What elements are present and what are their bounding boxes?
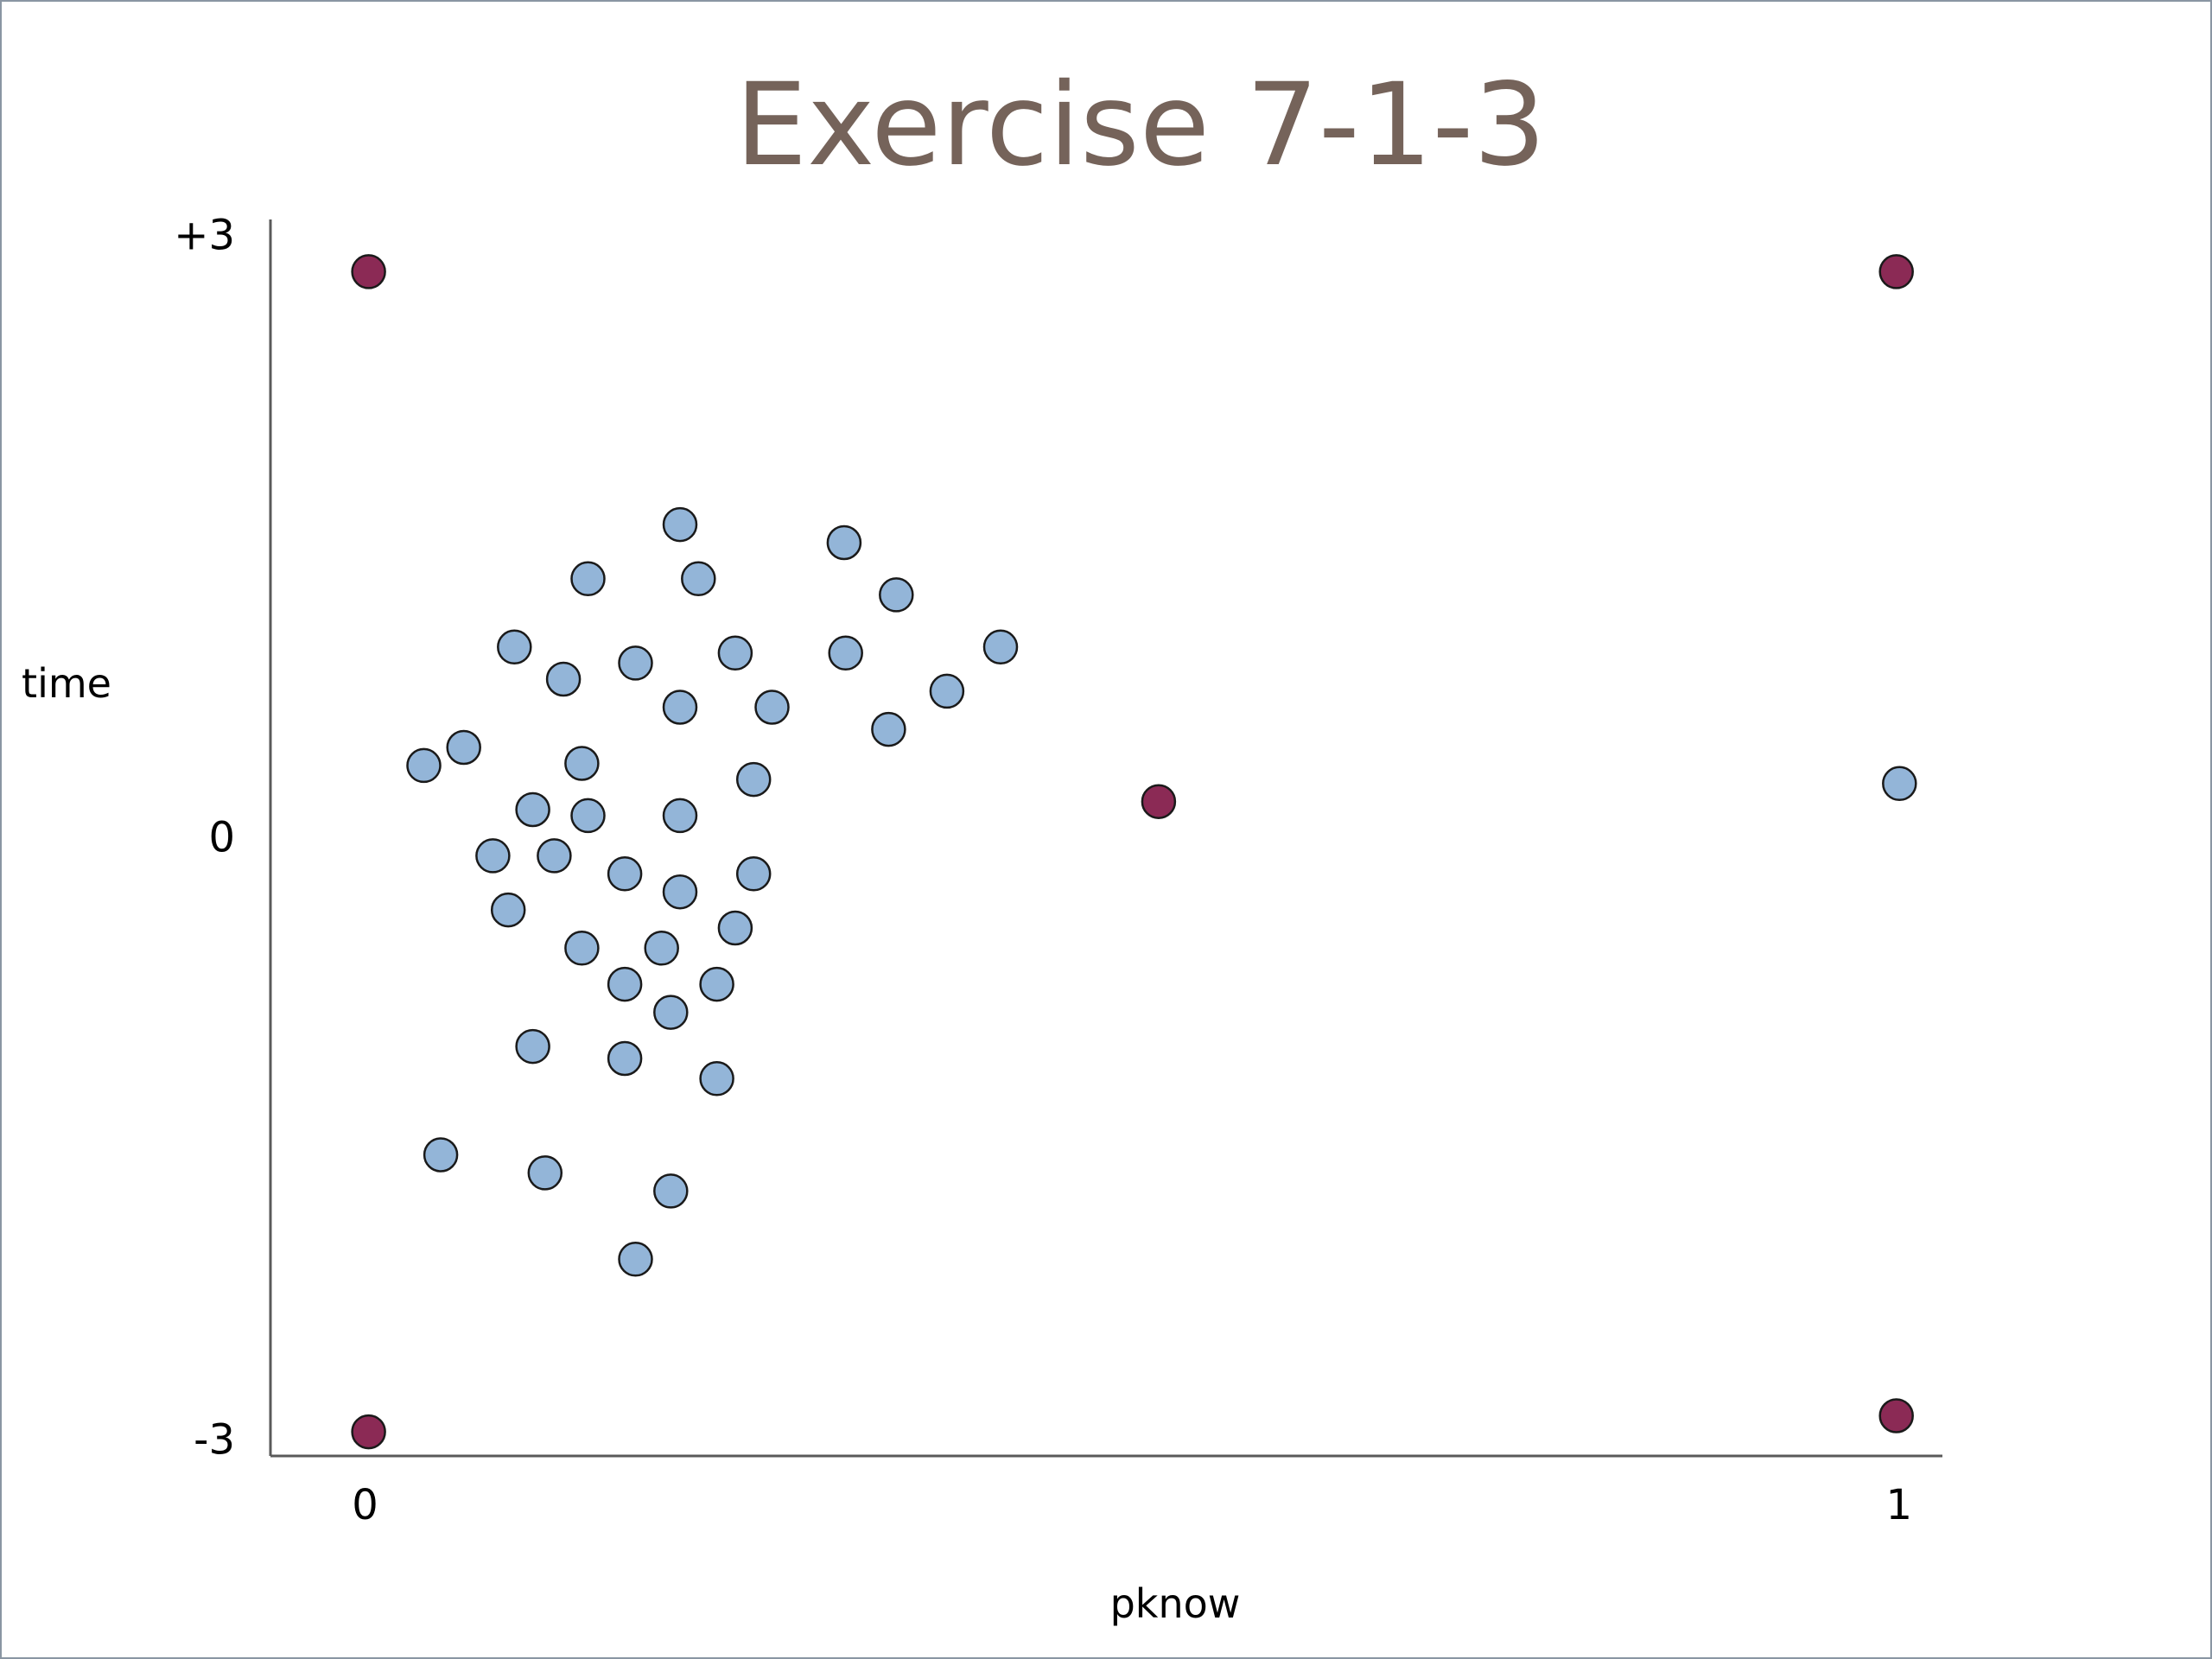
data-point <box>497 629 532 665</box>
x-tick-label: 1 <box>1885 1481 1912 1529</box>
y-tick-label: 0 <box>208 814 235 862</box>
data-point <box>879 577 914 613</box>
data-point <box>699 966 734 1002</box>
data-point <box>1882 766 1917 802</box>
data-point <box>828 635 863 671</box>
data-point <box>662 874 698 910</box>
data-point <box>351 1414 386 1450</box>
data-point <box>527 1155 563 1191</box>
data-point <box>662 798 698 834</box>
data-point <box>564 931 600 966</box>
data-point <box>446 729 481 766</box>
data-point <box>570 798 606 834</box>
data-point <box>475 838 511 874</box>
tick-labels: +3 0 -3 0 1 <box>174 212 1912 1529</box>
data-point <box>351 254 386 289</box>
data-point <box>681 561 716 597</box>
data-point <box>570 561 606 597</box>
data-point <box>515 1028 550 1065</box>
data-point <box>1878 1398 1914 1433</box>
x-tick-label: 0 <box>352 1481 378 1529</box>
data-point <box>515 791 550 828</box>
data-point <box>717 910 753 946</box>
data-point <box>653 1173 689 1209</box>
data-point <box>406 747 442 784</box>
data-point <box>537 838 572 874</box>
data-point <box>929 673 965 709</box>
y-tick-label: -3 <box>194 1415 235 1464</box>
data-point <box>754 690 790 725</box>
data-point <box>1141 784 1177 819</box>
data-point <box>735 761 772 798</box>
data-point <box>662 506 698 543</box>
data-point <box>423 1137 459 1173</box>
data-points <box>351 254 1917 1450</box>
y-tick-label: +3 <box>174 212 235 260</box>
data-point <box>662 690 698 725</box>
data-point <box>735 856 772 892</box>
data-point <box>607 966 643 1002</box>
data-point <box>699 1061 734 1096</box>
data-point <box>490 892 526 928</box>
data-point <box>1878 254 1914 289</box>
data-point <box>826 524 862 561</box>
data-point <box>564 746 600 781</box>
data-point <box>653 995 689 1030</box>
y-axis-title: time <box>22 660 111 707</box>
data-point <box>607 856 643 892</box>
data-point <box>545 661 582 697</box>
chart-title: Exercise 7-1-3 <box>735 59 1546 192</box>
data-point <box>982 629 1019 665</box>
data-point <box>871 711 906 747</box>
data-point <box>644 931 679 966</box>
x-axis-title: pknow <box>1110 1580 1241 1627</box>
data-point <box>618 1242 653 1277</box>
data-point <box>607 1040 643 1077</box>
data-point <box>717 635 753 671</box>
data-point <box>618 645 653 681</box>
